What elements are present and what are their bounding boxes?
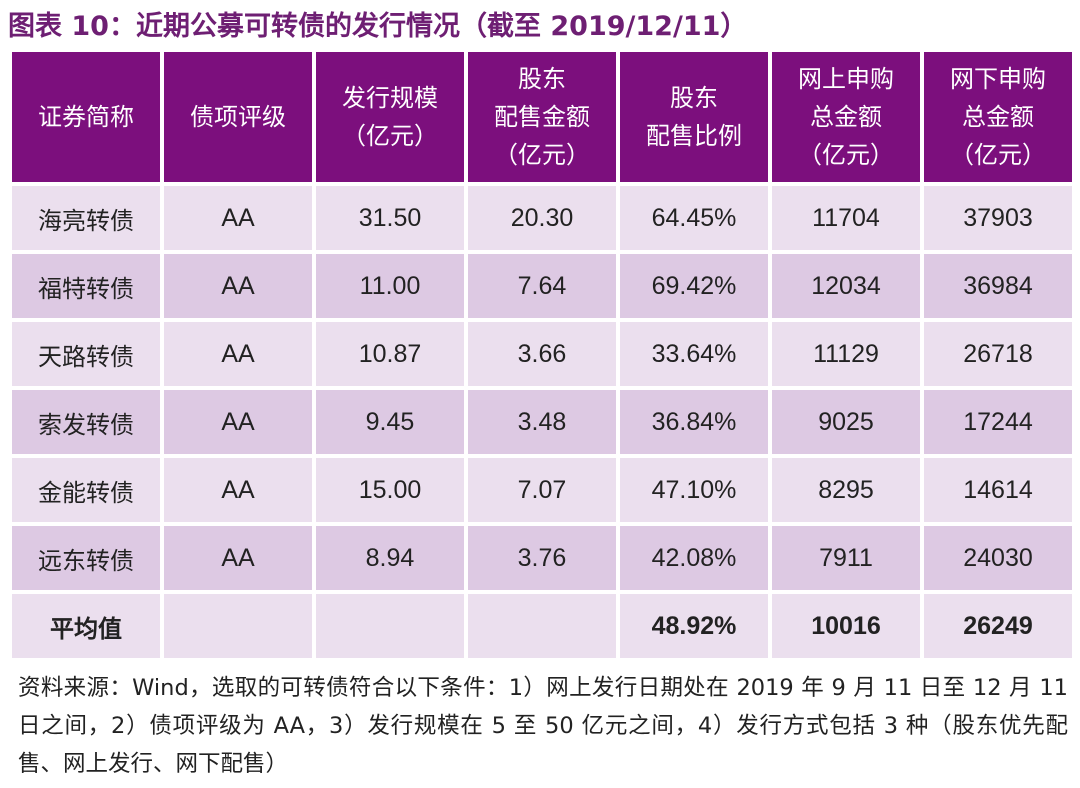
figure-title: 图表 10：近期公募可转债的发行情况（截至 2019/12/11） [8,11,748,42]
header-offline-subscription: 网下申购 总金额 （亿元） [924,52,1072,182]
cell-placement-ratio: 47.10% [620,458,768,522]
cell-placement-ratio: 36.84% [620,390,768,454]
cell-empty [316,594,464,658]
cell-offline: 37903 [924,186,1072,250]
header-online-subscription: 网上申购 总金额 （亿元） [772,52,920,182]
cell-placement-amount: 7.07 [468,458,616,522]
cell-online: 7911 [772,526,920,590]
header-rating: 债项评级 [164,52,312,182]
cell-online: 11129 [772,322,920,386]
cell-offline: 14614 [924,458,1072,522]
cell-placement-amount: 7.64 [468,254,616,318]
cell-empty [468,594,616,658]
cell-size: 9.45 [316,390,464,454]
issuance-table: 证券简称 债项评级 发行规模 （亿元） 股东 配售金额 （亿元） 股东 配售比例 网上申… [8,48,1076,662]
cell-name: 远东转债 [12,526,160,590]
source-note: 资料来源：Wind，选取的可转债符合以下条件：1）网上发行日期处在 2019 年… [18,675,1068,777]
cell-rating: AA [164,186,312,250]
header-placement-amount: 股东 配售金额 （亿元） [468,52,616,182]
cell-size: 11.00 [316,254,464,318]
header-placement-ratio: 股东 配售比例 [620,52,768,182]
cell-average-offline: 26249 [924,594,1072,658]
cell-rating: AA [164,526,312,590]
cell-placement-amount: 3.76 [468,526,616,590]
cell-rating: AA [164,390,312,454]
cell-placement-amount: 3.48 [468,390,616,454]
cell-size: 8.94 [316,526,464,590]
cell-size: 15.00 [316,458,464,522]
cell-placement-ratio: 42.08% [620,526,768,590]
header-size: 发行规模 （亿元） [316,52,464,182]
table-row: 索发转债 AA 9.45 3.48 36.84% 9025 17244 [12,390,1072,454]
cell-name: 金能转债 [12,458,160,522]
header-name: 证券简称 [12,52,160,182]
cell-online: 12034 [772,254,920,318]
table-row: 福特转债 AA 11.00 7.64 69.42% 12034 36984 [12,254,1072,318]
cell-online: 8295 [772,458,920,522]
cell-rating: AA [164,322,312,386]
table-row: 远东转债 AA 8.94 3.76 42.08% 7911 24030 [12,526,1072,590]
cell-placement-ratio: 64.45% [620,186,768,250]
cell-size: 31.50 [316,186,464,250]
cell-offline: 36984 [924,254,1072,318]
cell-offline: 26718 [924,322,1072,386]
cell-placement-amount: 20.30 [468,186,616,250]
cell-average-label: 平均值 [12,594,160,658]
cell-name: 天路转债 [12,322,160,386]
cell-name: 福特转债 [12,254,160,318]
cell-placement-ratio: 69.42% [620,254,768,318]
cell-placement-ratio: 33.64% [620,322,768,386]
cell-placement-amount: 3.66 [468,322,616,386]
cell-offline: 17244 [924,390,1072,454]
cell-name: 海亮转债 [12,186,160,250]
table-row: 海亮转债 AA 31.50 20.30 64.45% 11704 37903 [12,186,1072,250]
cell-rating: AA [164,458,312,522]
cell-empty [164,594,312,658]
table-row: 金能转债 AA 15.00 7.07 47.10% 8295 14614 [12,458,1072,522]
cell-average-online: 10016 [772,594,920,658]
cell-name: 索发转债 [12,390,160,454]
cell-online: 9025 [772,390,920,454]
cell-size: 10.87 [316,322,464,386]
average-row: 平均值 48.92% 10016 26249 [12,594,1072,658]
cell-rating: AA [164,254,312,318]
header-row: 证券简称 债项评级 发行规模 （亿元） 股东 配售金额 （亿元） 股东 配售比例 网上申… [12,52,1072,182]
cell-offline: 24030 [924,526,1072,590]
cell-online: 11704 [772,186,920,250]
table-row: 天路转债 AA 10.87 3.66 33.64% 11129 26718 [12,322,1072,386]
cell-average-ratio: 48.92% [620,594,768,658]
